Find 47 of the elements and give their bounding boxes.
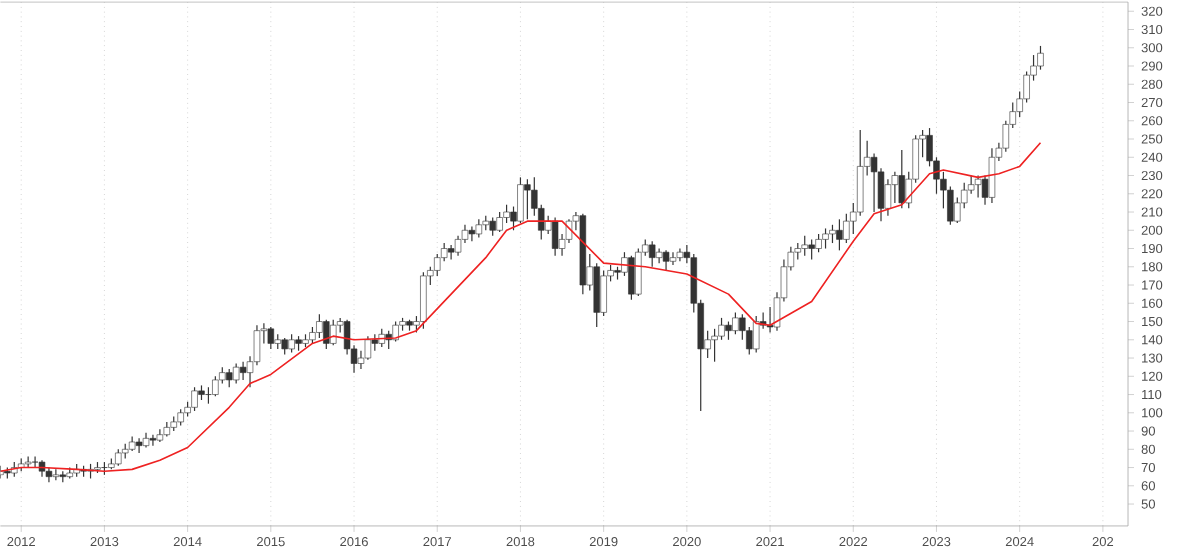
candlestick	[898, 148, 906, 209]
candlestick	[267, 325, 275, 350]
candlestick	[551, 216, 559, 256]
candlestick	[24, 455, 32, 468]
candlestick	[149, 433, 157, 446]
candlestick	[725, 320, 732, 340]
candlestick	[31, 455, 39, 468]
candlestick	[239, 360, 247, 381]
candlestick	[135, 437, 143, 454]
candlestick	[232, 362, 240, 384]
candlestick	[648, 240, 656, 267]
candlestick	[988, 147, 996, 204]
candlestick	[752, 315, 760, 353]
candlestick	[635, 247, 642, 297]
candlestick	[822, 227, 829, 249]
candlestick	[475, 218, 483, 238]
candlestick	[732, 311, 739, 335]
candlestick	[191, 386, 198, 412]
candlestick	[829, 223, 836, 244]
candlestick	[212, 375, 219, 397]
candlestick	[517, 176, 524, 224]
candlestick	[52, 468, 60, 481]
candlestick	[316, 313, 323, 339]
candlestick	[468, 225, 476, 242]
candlestick	[766, 305, 774, 333]
candlestick	[288, 333, 295, 353]
candlestick	[323, 318, 330, 350]
candlestick	[503, 203, 510, 224]
candlestick	[662, 249, 670, 271]
candlestick	[364, 335, 372, 361]
candlestick	[815, 232, 822, 253]
candlestick	[447, 243, 455, 260]
candlestick	[884, 178, 892, 216]
candlestick	[808, 238, 815, 260]
candlestick	[600, 269, 607, 317]
candlestick	[669, 251, 677, 266]
candlestick	[524, 178, 531, 220]
candlestick	[628, 254, 635, 300]
candlestick	[330, 318, 337, 346]
candlestick	[420, 271, 427, 329]
candlestick	[836, 218, 843, 251]
candlestick	[496, 210, 503, 233]
candlestick	[801, 234, 808, 256]
candlestick	[226, 367, 233, 388]
candlestick	[392, 320, 399, 342]
candlestick	[489, 216, 496, 236]
candlestick	[593, 262, 600, 328]
